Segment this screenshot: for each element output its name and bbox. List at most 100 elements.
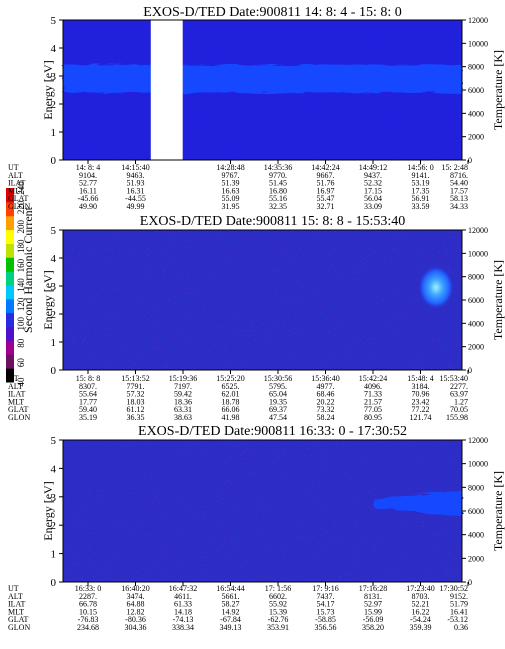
table-cell: 16.31 xyxy=(127,186,145,195)
colorbar-swatch xyxy=(6,257,14,272)
table-cell: 353.91 xyxy=(267,623,289,632)
table-cell: 51.76 xyxy=(317,179,335,188)
table-row-label: GLON xyxy=(8,202,30,211)
heatmap-hot-spot xyxy=(418,265,455,310)
table-cell: 55.47 xyxy=(317,194,335,203)
table-cell: 59.42 xyxy=(174,390,192,399)
table-cell: 58.13 xyxy=(450,194,468,203)
table-cell: 16.22 xyxy=(412,607,430,616)
table-cell: 16.41 xyxy=(450,607,468,616)
table-cell: 23.42 xyxy=(412,397,430,406)
colorbar-tick-label: 140 xyxy=(16,278,26,292)
y-right-tick-label: 8000 xyxy=(468,273,484,282)
colorbar: 40 60 80 100 120 140 160 180 200 220 240 Second Ha… xyxy=(6,181,35,387)
table-cell: 41.98 xyxy=(222,413,240,422)
table-cell: 16.11 xyxy=(79,186,97,195)
data-gap xyxy=(150,20,183,160)
table-cell: -56.09 xyxy=(363,615,384,624)
y-axis-label: Energy [eV] xyxy=(41,481,55,540)
table-cell: 63.31 xyxy=(174,405,192,414)
table-cell: 2277. xyxy=(450,382,468,391)
table-cell: 35.19 xyxy=(79,413,97,422)
table-cell: 1.27 xyxy=(454,397,468,406)
spectrogram-panel: EXOS-D/TED Date:900811 15: 8: 8 - 15:53:… xyxy=(8,214,505,422)
heatmap-band xyxy=(374,489,462,517)
colorbar-tick-label: 240 xyxy=(16,181,26,195)
table-cell: 16.63 xyxy=(222,186,240,195)
table-cell: 8307. xyxy=(79,382,97,391)
table-cell: 2287. xyxy=(79,592,97,601)
y-right-tick-label: 0 xyxy=(468,366,472,375)
y-tick-label: 0 xyxy=(51,365,57,377)
table-row-label: GLAT xyxy=(8,194,29,203)
y-tick-label: 0 xyxy=(51,577,57,589)
table-cell: 66.78 xyxy=(79,600,97,609)
panel-title: EXOS-D/TED Date:900811 16:33: 0 - 17:30:… xyxy=(138,424,407,439)
table-cell: 70.96 xyxy=(412,390,430,399)
table-cell: 16:54:44 xyxy=(216,584,244,593)
table-cell: 8703. xyxy=(412,592,430,601)
colorbar-tick-label: 120 xyxy=(16,297,26,311)
table-row-label: ALT xyxy=(8,382,23,391)
table-cell: 58.27 xyxy=(222,600,240,609)
table-row-label: GLAT xyxy=(8,405,29,414)
table-cell: 52.21 xyxy=(412,600,430,609)
colorbar-swatches xyxy=(6,188,14,383)
y-right-tick-label: 2000 xyxy=(468,343,484,352)
table-cell: -80.36 xyxy=(125,615,146,624)
table-cell: 68.46 xyxy=(317,390,335,399)
table-cell: 18.36 xyxy=(174,397,192,406)
table-cell: 17: 9:16 xyxy=(312,584,338,593)
table-cell: 49.99 xyxy=(127,202,145,211)
table-cell: 15:42:24 xyxy=(359,374,387,383)
table-cell: 15:36:40 xyxy=(311,374,339,383)
table-cell: 338.34 xyxy=(172,623,194,632)
y-right-tick-label: 6000 xyxy=(468,296,484,305)
table-cell: 17:16:28 xyxy=(359,584,387,593)
table-cell: 33.59 xyxy=(412,202,430,211)
table-cell: 155.98 xyxy=(446,413,468,422)
table-cell: 77.05 xyxy=(364,405,382,414)
colorbar-swatch xyxy=(6,354,14,369)
table-cell: -44.55 xyxy=(125,194,146,203)
table-cell: 73.32 xyxy=(317,405,335,414)
y-tick-label: 2 xyxy=(51,309,57,321)
table-cell: 15.99 xyxy=(364,607,382,616)
table-cell: 32.35 xyxy=(269,202,287,211)
y-right-tick-label: 10000 xyxy=(468,460,488,469)
y-tick-label: 4 xyxy=(51,253,57,265)
y-right-tick-label: 2000 xyxy=(468,554,484,563)
colorbar-ticks: 40 60 80 100 120 140 160 180 200 220 240 xyxy=(16,181,26,387)
table-row-label: MLT xyxy=(8,186,24,195)
spectrogram-panel: EXOS-D/TED Date:900811 16:33: 0 - 17:30:… xyxy=(8,424,505,632)
table-cell: 52.77 xyxy=(79,179,97,188)
table-cell: 10.15 xyxy=(79,607,97,616)
table-cell: -74.13 xyxy=(173,615,194,624)
heatmap-noise xyxy=(63,230,462,370)
colorbar-swatch xyxy=(6,271,14,286)
colorbar-tick-label: 60 xyxy=(16,358,26,368)
table-cell: 16:33: 0 xyxy=(75,584,101,593)
table-cell: -58.85 xyxy=(315,615,336,624)
y-tick-label: 3 xyxy=(51,281,57,293)
table-cell: 17.15 xyxy=(364,186,382,195)
y-right-tick-label: 2000 xyxy=(468,133,484,142)
colorbar-swatch xyxy=(6,285,14,300)
table-cell: 55.09 xyxy=(222,194,240,203)
table-cell: 58.24 xyxy=(317,413,335,422)
table-cell: 9152. xyxy=(450,592,468,601)
table-cell: 53.19 xyxy=(412,179,430,188)
table-row-label: GLON xyxy=(8,413,30,422)
table-cell: 14:49:12 xyxy=(359,163,387,172)
colorbar-swatch xyxy=(6,298,14,314)
table-row-label: ALT xyxy=(8,592,23,601)
table-cell: 15:25:20 xyxy=(216,374,244,383)
table-cell: 4611. xyxy=(174,592,192,601)
table-cell: 15:48: 4 xyxy=(407,374,433,383)
table-cell: 9770. xyxy=(269,171,287,180)
table-cell: 17.35 xyxy=(412,186,430,195)
table-cell: 18.03 xyxy=(127,397,145,406)
table-cell: 31.95 xyxy=(222,202,240,211)
table-cell: 49.90 xyxy=(79,202,97,211)
